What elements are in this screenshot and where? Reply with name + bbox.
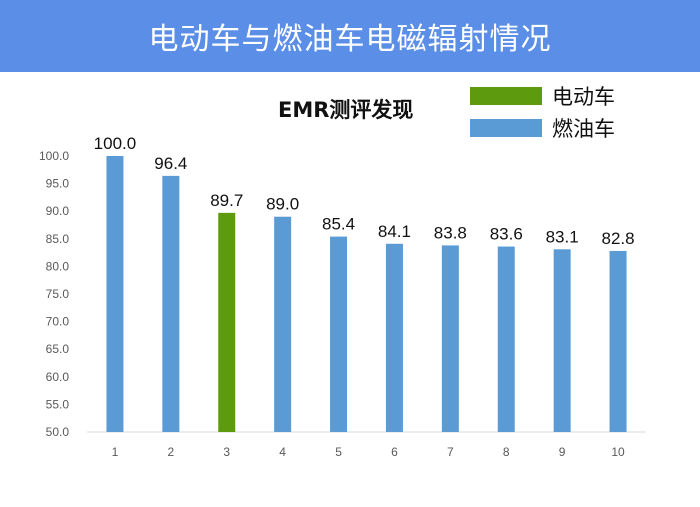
- bar-value-label: 100.0: [94, 134, 137, 153]
- x-tick-label: 1: [112, 445, 119, 459]
- legend-label-electric: 电动车: [552, 85, 615, 109]
- bar-value-label: 84.1: [378, 222, 411, 241]
- y-tick-label: 50.0: [46, 425, 70, 439]
- x-tick-label: 9: [559, 445, 566, 459]
- bar-value-label: 83.1: [546, 227, 579, 246]
- x-tick-label: 10: [611, 445, 625, 459]
- x-tick-label: 3: [223, 445, 230, 459]
- y-tick-label: 90.0: [46, 204, 70, 218]
- chart-legend: 电动车 燃油车: [470, 80, 615, 144]
- y-tick-label: 85.0: [46, 232, 70, 246]
- bar-fuel: [274, 216, 292, 432]
- bar-value-label: 89.7: [210, 191, 243, 210]
- bar-fuel: [441, 245, 459, 432]
- bar-value-label: 96.4: [154, 154, 187, 173]
- x-tick-label: 6: [391, 445, 398, 459]
- y-tick-label: 70.0: [46, 315, 70, 329]
- x-tick-label: 2: [168, 445, 175, 459]
- y-tick-label: 75.0: [46, 287, 70, 301]
- bar-electric: [218, 212, 236, 432]
- chart-subtitle: EMR测评发现: [278, 98, 414, 122]
- y-tick-label: 60.0: [46, 370, 70, 384]
- bar-fuel: [497, 246, 515, 432]
- bar-fuel: [609, 250, 627, 432]
- y-tick-label: 100.0: [39, 149, 69, 163]
- bar-value-label: 83.6: [490, 225, 523, 244]
- y-tick-label: 55.0: [46, 397, 70, 411]
- x-tick-label: 8: [503, 445, 510, 459]
- bar-fuel: [106, 156, 124, 432]
- bar-value-label: 82.8: [602, 229, 635, 248]
- bar-fuel: [162, 175, 180, 432]
- bar-value-label: 83.8: [434, 223, 467, 242]
- y-tick-label: 95.0: [46, 177, 70, 191]
- legend-item-electric: 电动车: [470, 80, 615, 112]
- bar-fuel: [553, 249, 571, 432]
- x-tick-label: 7: [447, 445, 454, 459]
- bar-value-label: 85.4: [322, 215, 355, 234]
- legend-swatch-fuel: [470, 119, 542, 137]
- legend-swatch-electric: [470, 87, 542, 105]
- bar-fuel: [385, 243, 403, 432]
- x-tick-label: 4: [279, 445, 286, 459]
- title-banner: 电动车与燃油车电磁辐射情况: [0, 0, 700, 72]
- page-title: 电动车与燃油车电磁辐射情况: [148, 22, 552, 57]
- bar-value-label: 89.0: [266, 195, 299, 214]
- legend-label-fuel: 燃油车: [552, 117, 615, 141]
- y-tick-label: 80.0: [46, 259, 70, 273]
- y-tick-label: 65.0: [46, 342, 70, 356]
- legend-item-fuel: 燃油车: [470, 112, 615, 144]
- x-tick-label: 5: [335, 445, 342, 459]
- bar-fuel: [330, 236, 348, 432]
